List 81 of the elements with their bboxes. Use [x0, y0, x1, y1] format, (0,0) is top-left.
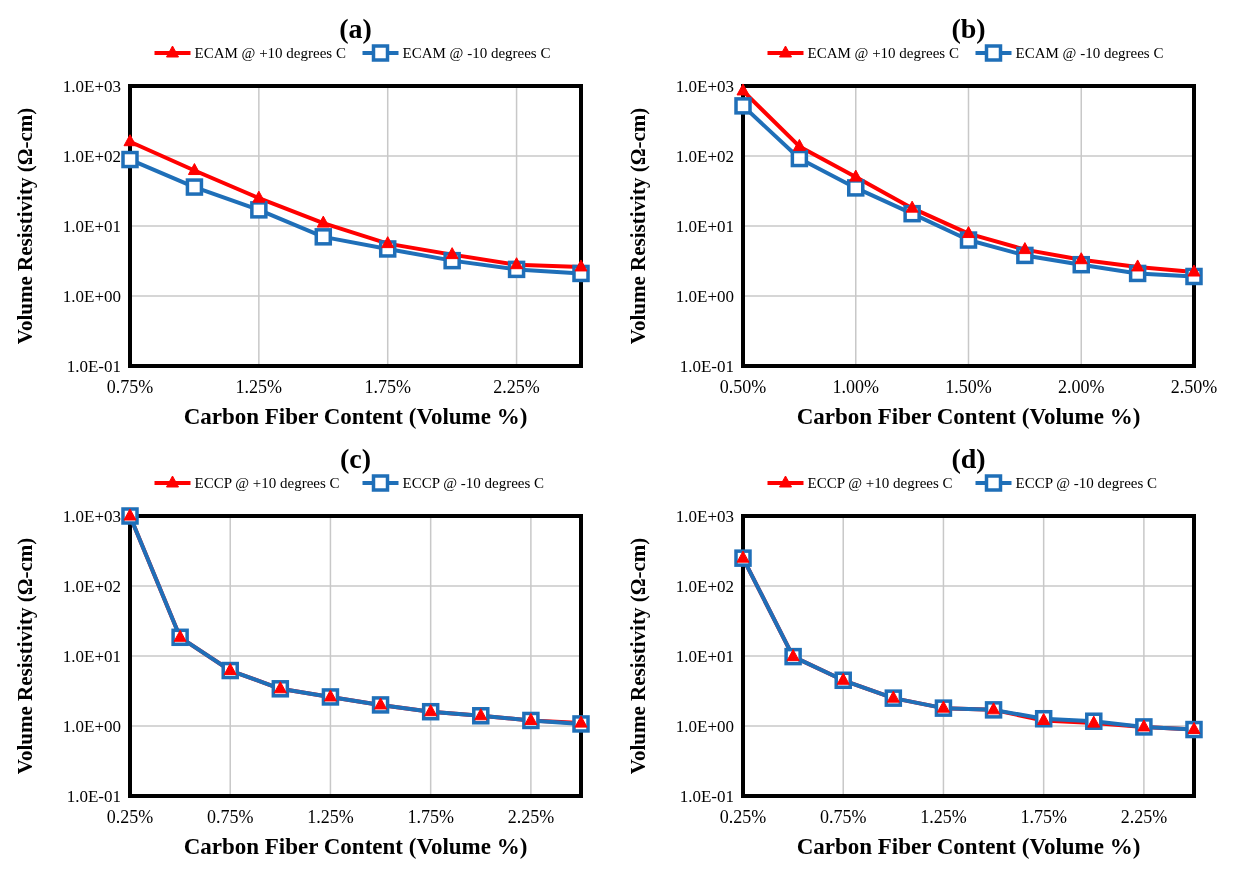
- point: [250, 201, 268, 219]
- y-tick-label: 1.0E+00: [62, 287, 121, 306]
- x-tick-label: 2.25%: [493, 377, 540, 397]
- y-tick-label: 1.0E+02: [62, 577, 121, 596]
- point: [736, 83, 750, 96]
- y-tick-label: 1.0E+02: [675, 577, 734, 596]
- x-tick-label: 1.25%: [307, 807, 354, 827]
- y-tick-label: 1.0E+01: [675, 217, 734, 236]
- point: [849, 169, 863, 182]
- x-tick-label: 0.25%: [106, 807, 154, 827]
- point: [123, 508, 137, 521]
- y-tick-label: 1.0E+00: [62, 717, 121, 736]
- x-tick-label: 1.75%: [407, 807, 454, 827]
- point: [314, 228, 333, 246]
- x-tick-label: 0.75%: [819, 807, 867, 827]
- y-tick-label: 1.0E-01: [66, 357, 121, 376]
- legend-label: ECCP @ -10 degrees C: [402, 475, 545, 491]
- y-axis-title: Volume Resistivity (Ω-cm): [626, 537, 650, 775]
- legend-label: ECAM @ +10 degrees C: [807, 45, 959, 61]
- point: [574, 715, 588, 728]
- legend-label: ECCP @ +10 degrees C: [194, 475, 340, 491]
- y-tick-label: 1.0E+00: [675, 717, 734, 736]
- y-tick-label: 1.0E+02: [62, 147, 121, 166]
- legend-label: ECCP @ -10 degrees C: [1015, 475, 1158, 491]
- x-tick-label: 1.25%: [920, 807, 967, 827]
- legend-label: ECAM @ -10 degrees C: [1015, 45, 1164, 61]
- point: [847, 179, 865, 197]
- y-axis-title: Volume Resistivity (Ω-cm): [626, 107, 650, 345]
- point: [121, 150, 139, 169]
- y-tick-label: 1.0E+03: [675, 77, 734, 96]
- point: [252, 190, 266, 203]
- y-tick-label: 1.0E+03: [675, 507, 734, 526]
- x-tick-label: 0.25%: [719, 807, 767, 827]
- point: [734, 97, 752, 115]
- y-tick-label: 1.0E+01: [62, 647, 121, 666]
- point: [1131, 259, 1145, 272]
- x-tick-label: 2.25%: [1120, 807, 1168, 827]
- y-tick-label: 1.0E+02: [675, 147, 734, 166]
- y-tick-label: 1.0E-01: [66, 787, 121, 806]
- legend-label: ECAM @ -10 degrees C: [402, 45, 551, 61]
- point: [962, 226, 975, 239]
- point: [185, 178, 204, 196]
- y-tick-label: 1.0E+01: [675, 647, 734, 666]
- y-axis-title: Volume Resistivity (Ω-cm): [13, 107, 37, 345]
- y-tick-label: 1.0E+01: [62, 217, 121, 236]
- x-axis-title: Carbon Fiber Content (Volume %): [183, 834, 528, 859]
- point: [792, 138, 806, 151]
- x-tick-label: 1.00%: [832, 377, 879, 397]
- x-axis-title: Carbon Fiber Content (Volume %): [796, 834, 1141, 859]
- x-tick-label: 1.25%: [235, 377, 283, 397]
- point: [187, 163, 201, 176]
- x-tick-label: 0.75%: [106, 377, 154, 397]
- point: [1137, 719, 1151, 732]
- y-tick-label: 1.0E+03: [62, 507, 121, 526]
- point: [474, 708, 488, 721]
- y-tick-label: 1.0E-01: [679, 357, 734, 376]
- y-tick-label: 1.0E+00: [675, 287, 734, 306]
- x-tick-label: 1.75%: [364, 377, 411, 397]
- legend-label: ECCP @ +10 degrees C: [807, 475, 953, 491]
- x-tick-label: 1.50%: [945, 377, 992, 397]
- x-tick-label: 0.75%: [206, 807, 254, 827]
- x-axis-title: Carbon Fiber Content (Volume %): [796, 404, 1141, 429]
- y-tick-label: 1.0E+03: [62, 77, 121, 96]
- x-tick-label: 2.25%: [507, 807, 555, 827]
- y-tick-label: 1.0E-01: [679, 787, 734, 806]
- point: [736, 550, 750, 563]
- point: [574, 259, 588, 272]
- point: [790, 149, 809, 168]
- x-tick-label: 1.75%: [1020, 807, 1067, 827]
- chart-title: (b): [951, 13, 986, 44]
- chart-title: (d): [951, 443, 986, 474]
- x-tick-label: 2.00%: [1058, 377, 1105, 397]
- x-tick-label: 0.50%: [719, 377, 767, 397]
- x-tick-label: 2.50%: [1170, 377, 1218, 397]
- point: [316, 215, 330, 228]
- point: [123, 134, 137, 147]
- x-axis-title: Carbon Fiber Content (Volume %): [183, 404, 528, 429]
- chart-title: (c): [339, 443, 372, 474]
- y-axis-title: Volume Resistivity (Ω-cm): [13, 537, 37, 775]
- chart-title: (a): [339, 13, 372, 44]
- legend-label: ECAM @ +10 degrees C: [194, 45, 346, 61]
